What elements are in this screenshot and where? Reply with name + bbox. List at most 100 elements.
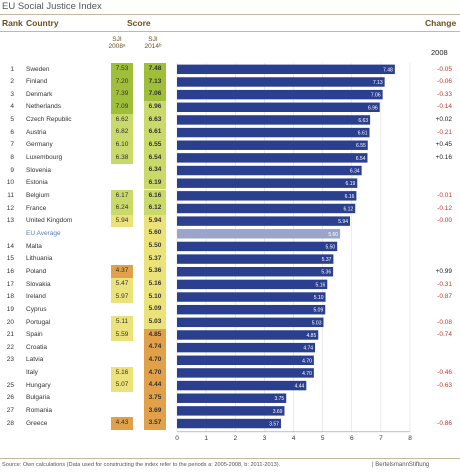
bar-value-label: 6.19 — [346, 181, 356, 187]
sji-2014-header: SJI 2014ᵇ — [144, 36, 162, 50]
x-tick-label: 8 — [408, 435, 412, 442]
sji-2014-cell: 5.60 — [144, 227, 166, 241]
brand-logo: | BertelsmannStiftung — [372, 462, 430, 468]
bar-value-label: 5.03 — [312, 320, 322, 326]
bar — [177, 355, 314, 365]
country-cell: Slovenia — [26, 166, 51, 174]
change-cell: -0.00 — [437, 217, 452, 225]
rank-cell: 9 — [10, 166, 14, 174]
x-tick-label: 2 — [233, 435, 237, 442]
sji-2008-cell: 5.97 — [111, 290, 133, 304]
country-cell: Lithuania — [26, 255, 53, 263]
bar — [177, 178, 358, 188]
country-cell: Finland — [26, 78, 48, 86]
bar-value-label: 5.36 — [321, 270, 331, 276]
bar — [177, 292, 326, 302]
sji-2008-cell: 7.09 — [111, 100, 133, 114]
x-tick-label: 1 — [204, 435, 208, 442]
sji-2014-cell: 4.44 — [144, 379, 166, 392]
score-header: Score — [127, 18, 151, 28]
bar-value-label: 6.54 — [356, 156, 366, 162]
country-cell: United Kingdom — [26, 217, 73, 225]
sji-2014-cell: 5.50 — [144, 240, 166, 253]
bar — [177, 241, 338, 252]
sji-2008-cell: 4.43 — [111, 417, 133, 430]
country-cell: Denmark — [26, 90, 53, 98]
bar — [177, 153, 368, 163]
bar — [177, 127, 370, 138]
sji-2014-cell: 7.06 — [144, 88, 166, 101]
bar — [177, 77, 385, 87]
rank-cell: 20 — [6, 318, 14, 326]
sji-2014-cell: 3.57 — [144, 417, 166, 430]
change-cell: -0.46 — [437, 369, 452, 377]
country-cell: Czech Republic — [26, 116, 72, 124]
bar — [177, 418, 281, 429]
bar-value-label: 6.34 — [350, 169, 360, 175]
bar-value-label: 5.50 — [325, 244, 335, 250]
rank-cell: 22 — [6, 343, 14, 351]
bar-value-label: 4.85 — [307, 333, 317, 339]
rank-cell: 4 — [10, 103, 14, 111]
bar-value-label: 4.44 — [295, 384, 305, 390]
sji-2008-cell: 6.62 — [111, 113, 133, 127]
country-cell: France — [26, 204, 47, 212]
sji-2008-cell: 5.07 — [111, 379, 133, 392]
country-cell: Slovakia — [26, 280, 51, 288]
rank-header: Rank — [2, 18, 23, 28]
bar-value-label: 5.94 — [338, 219, 348, 225]
sji-2014-cell: 3.75 — [144, 391, 166, 405]
country-cell: Sweden — [26, 65, 50, 73]
change-year-header: 2008 — [431, 48, 448, 57]
bar — [177, 279, 328, 290]
header-divider — [0, 31, 460, 32]
bar — [177, 342, 316, 353]
bar-value-label: 3.69 — [273, 409, 283, 415]
rank-cell: 28 — [6, 419, 14, 427]
rank-cell: 13 — [6, 217, 14, 225]
bar — [177, 89, 383, 100]
change-cell: -0.05 — [437, 65, 452, 73]
rank-cell: 8 — [10, 154, 14, 162]
bar-value-label: 7.13 — [373, 80, 383, 86]
change-cell: -0.74 — [437, 331, 452, 339]
sji-2008-cell: 5.94 — [111, 214, 133, 228]
chart-title: EU Social Justice Index — [2, 1, 102, 12]
x-tick-label: 6 — [350, 435, 354, 442]
rank-cell: 23 — [6, 356, 14, 364]
sji-2008-cell: 5.47 — [111, 278, 133, 291]
country-cell: Cyprus — [26, 305, 47, 313]
bar-value-label: 5.10 — [314, 295, 324, 301]
sji-2008-cell: 5.16 — [111, 366, 133, 380]
sji-2014-cell: 7.48 — [144, 63, 166, 76]
sji-2008-cell: 6.38 — [111, 151, 133, 165]
sji-2008-cell: 7.39 — [111, 88, 133, 101]
change-cell: -0.21 — [437, 128, 452, 136]
rank-cell: 2 — [10, 78, 14, 86]
sji-2014-cell: 6.61 — [144, 126, 166, 139]
bar-value-label: 7.48 — [383, 67, 393, 73]
country-cell: Malta — [26, 242, 42, 250]
country-cell: EU Average — [26, 229, 61, 237]
country-cell: Estonia — [26, 179, 48, 187]
bar — [177, 165, 362, 176]
sji-2008-cell: 6.10 — [111, 138, 133, 152]
sji-2014-cell: 6.55 — [144, 138, 166, 152]
country-cell: Poland — [26, 267, 47, 275]
bar-value-label: 5.09 — [314, 308, 324, 314]
sji-2014-cell: 5.94 — [144, 214, 166, 228]
country-cell: Croatia — [26, 343, 47, 351]
rank-cell: 3 — [10, 90, 14, 98]
country-cell: Belgium — [26, 192, 50, 199]
country-cell: Italy — [26, 369, 38, 377]
bar — [177, 115, 371, 125]
bar — [177, 406, 285, 416]
sji-2014-cell: 6.96 — [144, 100, 166, 114]
country-cell: Hungary — [26, 381, 51, 389]
sji-2014-cell: 5.36 — [144, 265, 166, 279]
sji-2008-cell: 5.59 — [111, 328, 133, 342]
country-cell: Luxembourg — [26, 154, 63, 162]
bar — [177, 140, 368, 150]
sji-2014-cell: 3.69 — [144, 404, 166, 418]
